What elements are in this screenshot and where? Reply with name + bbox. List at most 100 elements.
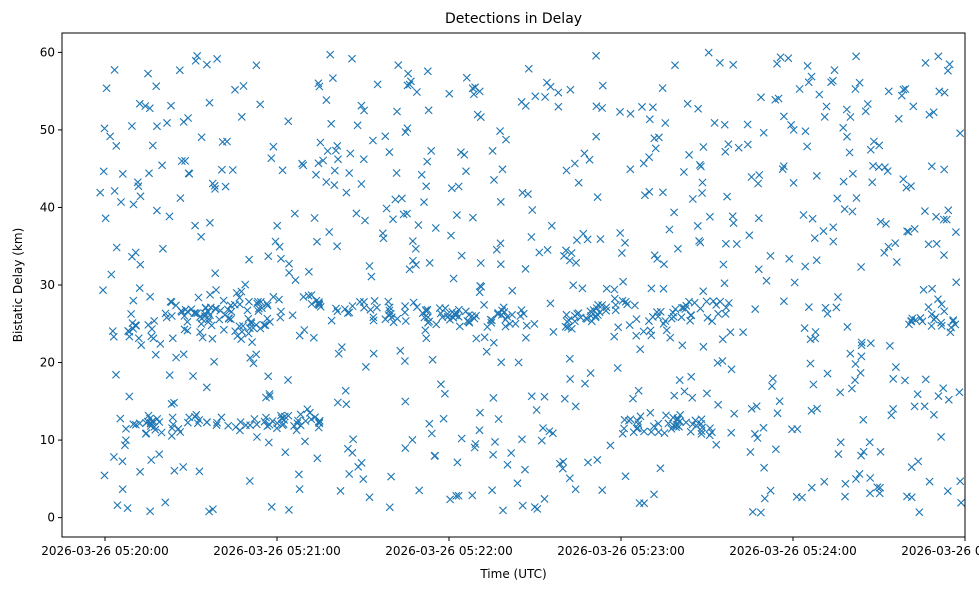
data-point xyxy=(379,234,388,243)
data-point xyxy=(129,296,138,305)
data-point xyxy=(793,425,802,433)
data-point xyxy=(843,322,852,331)
data-point xyxy=(880,248,889,257)
data-point xyxy=(562,310,571,319)
data-point xyxy=(606,441,615,450)
data-point xyxy=(640,427,648,436)
data-point xyxy=(269,292,278,301)
data-point xyxy=(299,161,308,170)
data-point xyxy=(747,404,756,413)
data-point xyxy=(648,312,657,321)
data-point xyxy=(829,223,838,232)
data-point xyxy=(195,467,204,476)
data-point xyxy=(921,375,930,384)
data-point xyxy=(489,393,498,402)
data-point xyxy=(275,295,283,304)
data-point xyxy=(614,323,623,332)
data-point xyxy=(166,297,175,306)
x-axis-ticks: 2026-03-26 05:20:00 2026-03-26 05:21:00 20… xyxy=(41,537,979,558)
data-point xyxy=(299,292,308,301)
data-point xyxy=(695,236,704,245)
data-point xyxy=(352,209,361,218)
data-point xyxy=(851,360,860,368)
data-point xyxy=(333,141,342,150)
data-point xyxy=(704,48,713,57)
data-point xyxy=(956,477,965,486)
data-point xyxy=(369,316,378,325)
data-point xyxy=(709,297,718,306)
data-point xyxy=(346,149,355,158)
data-point xyxy=(623,300,632,309)
data-point xyxy=(280,412,289,421)
data-point xyxy=(113,501,122,510)
data-point xyxy=(425,419,434,428)
data-point xyxy=(183,418,192,427)
data-point xyxy=(683,99,692,108)
data-point xyxy=(811,334,820,343)
data-point xyxy=(755,171,764,179)
data-point xyxy=(574,178,583,187)
data-point xyxy=(168,413,177,422)
data-point xyxy=(361,362,370,371)
data-point xyxy=(565,474,574,483)
data-point xyxy=(773,59,781,68)
data-point xyxy=(359,297,368,306)
data-point xyxy=(256,100,265,109)
data-point xyxy=(952,278,961,287)
data-point xyxy=(269,142,278,151)
data-point xyxy=(937,432,946,441)
data-point xyxy=(524,64,533,73)
data-point xyxy=(387,313,396,322)
data-point xyxy=(940,88,949,97)
data-point xyxy=(613,364,622,372)
data-point xyxy=(610,294,619,303)
data-point xyxy=(815,90,824,99)
data-point xyxy=(169,420,178,429)
data-point xyxy=(518,501,527,510)
data-point xyxy=(626,415,635,424)
data-point xyxy=(167,312,176,320)
data-point xyxy=(903,492,911,501)
data-point xyxy=(185,169,194,178)
data-point xyxy=(508,286,517,295)
data-point xyxy=(167,399,176,408)
data-point xyxy=(237,287,246,296)
data-point xyxy=(468,213,477,222)
data-point xyxy=(460,150,469,159)
data-point xyxy=(452,491,461,500)
data-point xyxy=(820,112,829,121)
data-point xyxy=(891,363,900,372)
data-point xyxy=(262,413,270,422)
data-point xyxy=(937,300,946,309)
data-point xyxy=(662,326,671,335)
data-point xyxy=(679,168,688,176)
data-point xyxy=(803,61,812,70)
data-point xyxy=(625,321,634,330)
data-point xyxy=(792,492,801,501)
data-point xyxy=(112,243,121,252)
x-tick-label: 2026-03-26 05:22:00 xyxy=(385,544,512,558)
data-point xyxy=(162,313,171,322)
data-point xyxy=(598,81,607,90)
data-point xyxy=(754,214,763,223)
data-point xyxy=(447,184,456,193)
data-point xyxy=(475,87,484,96)
data-point xyxy=(639,327,648,336)
data-point xyxy=(452,211,461,220)
data-point xyxy=(382,204,391,213)
data-point xyxy=(514,358,523,367)
data-point xyxy=(145,169,153,178)
data-point xyxy=(238,327,246,336)
data-point xyxy=(468,84,477,93)
data-point xyxy=(127,122,136,130)
data-point xyxy=(667,424,676,433)
data-point xyxy=(278,166,287,175)
data-point xyxy=(945,60,954,69)
data-point xyxy=(275,242,284,251)
data-point xyxy=(876,483,884,492)
data-point xyxy=(635,499,644,508)
data-point xyxy=(314,423,323,432)
data-point xyxy=(288,311,297,320)
data-point xyxy=(243,306,252,315)
